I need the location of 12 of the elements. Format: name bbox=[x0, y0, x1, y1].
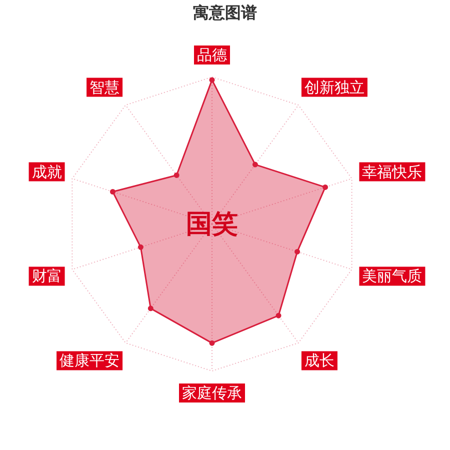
spoke-label: 智慧 bbox=[90, 78, 120, 96]
spoke-label: 美丽气质 bbox=[362, 267, 422, 286]
spoke-label: 财富 bbox=[32, 267, 62, 286]
chart-title: 寓意图谱 bbox=[192, 3, 258, 24]
spoke-label: 幸福快乐 bbox=[362, 162, 422, 181]
spoke-label: 家庭传承 bbox=[182, 384, 242, 402]
spoke-label: 成就 bbox=[32, 162, 62, 181]
spoke-label: 品德 bbox=[197, 46, 227, 64]
text: 国笑 bbox=[186, 208, 238, 242]
spoke-label: 成长 bbox=[304, 352, 334, 370]
spoke-label: 创新独立 bbox=[304, 78, 364, 96]
spoke-label: 健康平安 bbox=[60, 352, 120, 370]
